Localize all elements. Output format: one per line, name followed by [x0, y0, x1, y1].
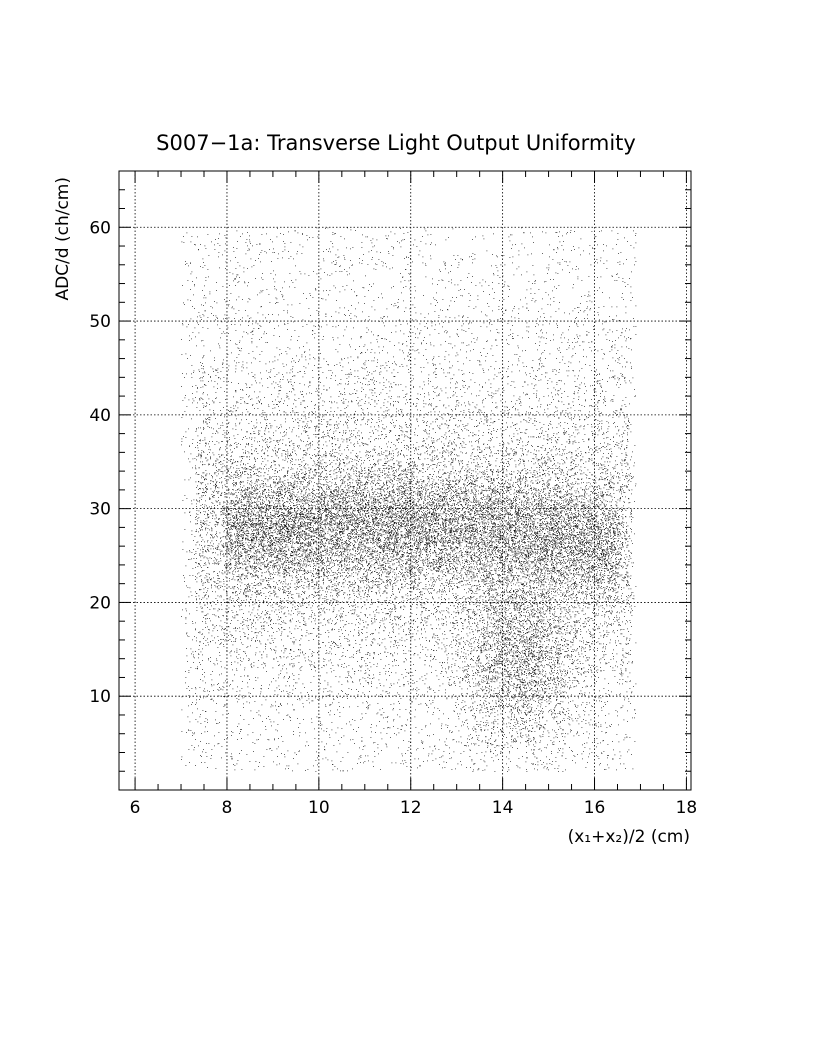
plot-frame — [118, 170, 692, 791]
x-axis-label: (x₁+x₂)/2 (cm) — [568, 827, 690, 847]
y-tick-label: 10 — [89, 687, 111, 707]
grid-lines — [119, 171, 691, 790]
x-tick-label: 8 — [222, 798, 233, 818]
y-tick-label: 20 — [89, 593, 111, 613]
y-axis-label: ADC/d (ch/cm) — [53, 177, 73, 301]
x-tick-label: 10 — [308, 798, 330, 818]
y-tick-label: 30 — [89, 500, 111, 520]
y-tick-label: 40 — [89, 406, 111, 426]
tick-labels: 6 8 10 12 14 16 18 10 20 30 40 50 60 — [89, 218, 697, 818]
y-tick-label: 50 — [89, 312, 111, 332]
axis-ticks — [119, 170, 691, 790]
x-tick-label: 16 — [584, 798, 606, 818]
x-tick-label: 6 — [130, 798, 141, 818]
x-tick-label: 18 — [676, 798, 698, 818]
x-tick-label: 14 — [492, 798, 514, 818]
scatter-points — [181, 227, 637, 772]
scatter-point-cloud — [181, 227, 637, 772]
x-tick-label: 12 — [400, 798, 422, 818]
chart-title: S007−1a: Transverse Light Output Uniform… — [156, 131, 636, 155]
y-tick-label: 60 — [89, 218, 111, 238]
